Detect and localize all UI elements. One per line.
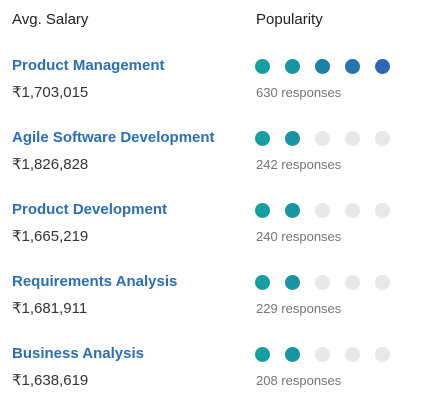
skill-link[interactable]: Business Analysis (12, 345, 145, 362)
popularity-dot (315, 275, 330, 290)
popularity-dot (345, 347, 360, 362)
popularity-dot (375, 203, 390, 218)
skill-row-agile-software-development: Agile Software Development ₹1,826,828 24… (0, 127, 423, 199)
popularity-dot (315, 59, 330, 74)
popularity-dot (375, 131, 390, 146)
popularity-dot (285, 347, 300, 362)
avg-salary-value: ₹1,681,911 (12, 300, 88, 317)
skill-link[interactable]: Product Development (12, 201, 168, 218)
popularity-dot (285, 275, 300, 290)
skill-list: Product Management ₹1,703,015 630 respon… (0, 55, 423, 415)
popularity-rating (255, 59, 390, 75)
skill-row-requirements-analysis: Requirements Analysis ₹1,681,911 229 res… (0, 271, 423, 343)
popularity-dot (255, 275, 270, 290)
popularity-header: Popularity (256, 11, 323, 28)
popularity-dot (345, 275, 360, 290)
popularity-rating (255, 203, 390, 219)
skill-row-business-analysis: Business Analysis ₹1,638,619 208 respons… (0, 343, 423, 415)
popularity-dot (285, 131, 300, 146)
popularity-dot (255, 131, 270, 146)
popularity-rating (255, 347, 390, 363)
popularity-dot (285, 59, 300, 74)
popularity-dot (315, 347, 330, 362)
skill-link[interactable]: Agile Software Development (12, 129, 215, 146)
avg-salary-value: ₹1,638,619 (12, 372, 89, 389)
popularity-rating (255, 131, 390, 147)
skill-link[interactable]: Requirements Analysis (12, 273, 178, 290)
popularity-dot (375, 59, 390, 74)
popularity-dot (345, 59, 360, 74)
avg-salary-value: ₹1,703,015 (12, 84, 89, 101)
popularity-rating (255, 275, 390, 291)
popularity-dot (375, 275, 390, 290)
response-count: 229 responses (256, 301, 342, 316)
response-count: 242 responses (256, 157, 342, 172)
popularity-dot (345, 131, 360, 146)
popularity-dot (255, 347, 270, 362)
skill-row-product-management: Product Management ₹1,703,015 630 respon… (0, 55, 423, 127)
popularity-dot (315, 131, 330, 146)
avg-salary-value: ₹1,665,219 (12, 228, 89, 245)
avg-salary-value: ₹1,826,828 (12, 156, 89, 173)
response-count: 630 responses (256, 85, 342, 100)
response-count: 240 responses (256, 229, 342, 244)
popularity-dot (255, 203, 270, 218)
skill-row-product-development: Product Development ₹1,665,219 240 respo… (0, 199, 423, 271)
skill-link[interactable]: Product Management (12, 57, 165, 74)
table-header: Avg. Salary Popularity (0, 11, 423, 31)
popularity-dot (345, 203, 360, 218)
popularity-dot (315, 203, 330, 218)
popularity-dot (375, 347, 390, 362)
popularity-dot (285, 203, 300, 218)
popularity-dot (255, 59, 270, 74)
response-count: 208 responses (256, 373, 342, 388)
avg-salary-header: Avg. Salary (12, 11, 89, 28)
